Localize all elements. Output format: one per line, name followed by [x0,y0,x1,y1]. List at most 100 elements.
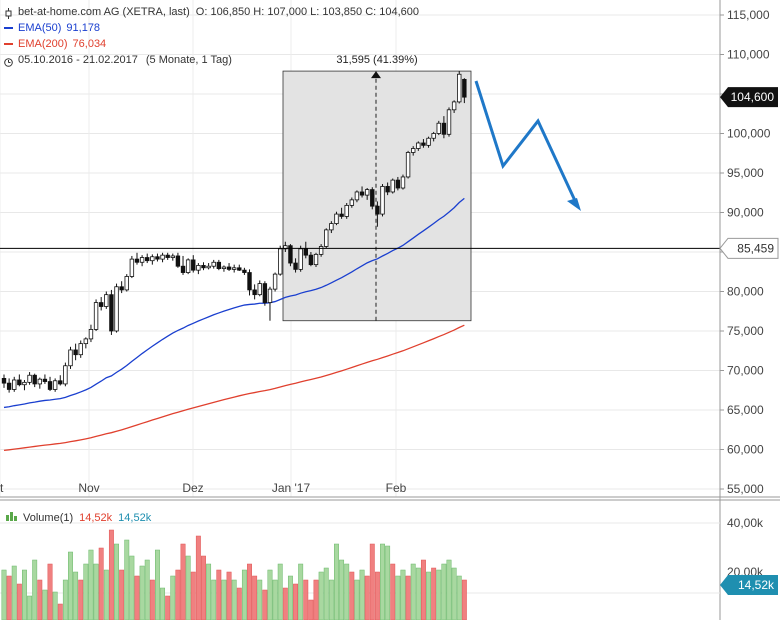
candle-body [344,204,349,217]
volume-bar [68,551,73,620]
candle-body [78,343,83,356]
candle-body [242,269,247,273]
candle-body [390,179,395,193]
volume-bar [287,575,293,620]
candle-body [334,213,339,224]
volume-current-tag: 14,52k [738,578,775,592]
volume-bar [339,559,345,620]
candle-body [32,374,37,385]
candle-body [27,374,32,383]
volume-bar [277,563,283,620]
chart-title: bet-at-home.com AG (XETRA, last) [18,6,190,18]
volume-bar [395,575,401,620]
volume-bar [73,571,79,620]
ema50-path [3,197,465,409]
volume-tick-label: 40,00k [727,516,764,530]
candle-body [278,248,283,275]
volume-bar [405,575,411,620]
candlestick-icon [4,7,13,19]
volume-bar [436,569,442,620]
price-axis: 115,000110,000105,000100,00095,00090,000… [720,8,771,496]
volume-bar [42,589,48,620]
date-range: 05.10.2016 - 21.02.2017 [18,54,138,66]
volume-bar [170,575,176,620]
volume-bar [252,575,258,620]
price-tick-label: 65,000 [727,403,764,417]
candle-body [12,379,17,390]
candle-body [247,272,252,291]
price-tick-label: 115,000 [727,8,770,22]
candle-body [22,381,27,386]
candle-body [451,101,457,111]
ema200-label: EMA(200) [18,38,68,50]
volume-bar [6,575,12,620]
candle-body [380,186,385,215]
candle-body [298,248,303,270]
legend-ema50: EMA(50) 91,178 [4,20,419,36]
price-tick-label: 90,000 [727,206,764,220]
candle-body [426,137,431,146]
volume-bar [282,587,288,620]
candle-body [226,266,232,270]
candle-body [237,267,242,271]
candle-body [364,189,370,196]
volume-bar [426,571,431,620]
candle-body [98,302,104,307]
measured-move-label: 31,595 (41.39%) [336,54,417,66]
ema50-swatch [4,27,13,29]
volume-bar [134,575,140,620]
candle-body [114,286,119,332]
volume-label: Volume(1) [23,511,74,524]
ema50-value: 91,178 [66,22,101,34]
volume-bar [32,559,38,620]
volume-bar [11,565,17,620]
candle-body [410,148,416,153]
candle-body [119,286,124,291]
candle-body [349,199,355,206]
volume-bar [400,569,406,620]
volume-bar [114,543,119,620]
volume-bar [62,579,68,620]
candle-body [395,179,401,189]
volume-bar [313,579,319,620]
candle-body [293,262,298,270]
candle-body [446,109,452,135]
candle-body [206,265,211,269]
candle-body [175,255,181,267]
candle-body [42,378,48,382]
candle-body [83,338,89,345]
volume-bar [52,591,58,620]
volume-bar [226,571,232,620]
volume-bar [410,563,416,620]
price-tick-label: 60,000 [727,443,764,457]
volume-bar [323,567,329,620]
price-tick-label: 55,000 [727,482,764,496]
candle-body [170,255,175,258]
candle-body [231,267,237,270]
volume-bar [88,549,94,620]
volume-bar [441,563,447,620]
volume-bar [298,563,304,620]
volume-bar [241,569,247,620]
volume-bar [359,569,365,620]
volume-bar [446,559,452,620]
candle-body [421,142,426,146]
time-tick-label: t [0,481,4,495]
candle-body [37,378,43,385]
volume-bar [175,569,181,620]
volume-bar [57,603,63,620]
legend-ema200: EMA(200) 76,034 [4,36,419,52]
volume-bar [349,571,355,620]
volume-bar [149,579,155,620]
volume-bar [98,547,104,620]
volume-bar [262,589,268,620]
volume-bar [420,559,426,620]
volume-bars [1,529,467,620]
candle-body [201,265,206,269]
price-labels: 104,600 85,459 14,52k [719,87,779,595]
support-price-tag-bg [719,237,779,259]
candle-body [272,273,278,290]
volume-bar [27,595,33,620]
candle-body [47,381,53,390]
